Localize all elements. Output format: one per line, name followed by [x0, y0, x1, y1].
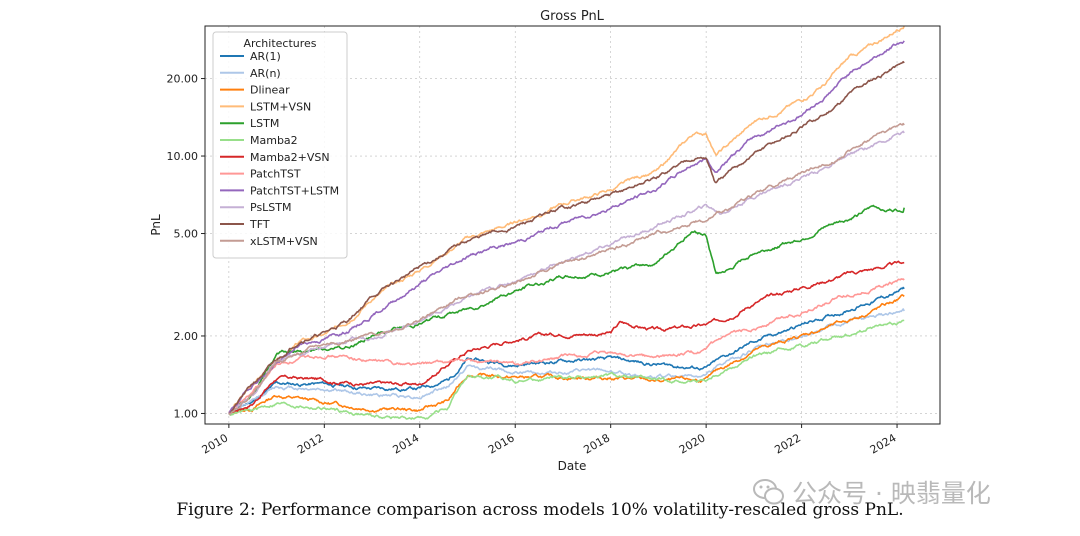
- series-line: [228, 260, 905, 415]
- y-tick-label: 20.00: [167, 73, 199, 86]
- x-tick-label: 2012: [295, 431, 326, 456]
- figure-caption: Figure 2: Performance comparison across …: [176, 500, 904, 520]
- y-axis: 1.00 2.00 5.00 10.00 20.00: [167, 73, 205, 420]
- series-line: [228, 60, 905, 415]
- legend-label: TFT: [249, 218, 270, 231]
- x-tick-label: 2024: [868, 431, 899, 456]
- x-tick-label: 2014: [391, 431, 422, 456]
- legend-label: AR(1): [250, 50, 281, 63]
- legend-label: PatchTST+LSTM: [250, 184, 339, 197]
- x-tick-label: 2018: [581, 431, 612, 456]
- series-lines: [228, 25, 905, 420]
- watermark-text: 公众号 · 映翡量化: [792, 479, 991, 508]
- x-tick-label: 2022: [772, 431, 803, 456]
- y-tick-label: 5.00: [174, 228, 199, 241]
- chart: 2010 2012 2014 2016 2018 2020 2022 2024 1.00 2.0…: [149, 9, 941, 473]
- legend-label: LSTM: [250, 117, 279, 130]
- series-line: [228, 278, 905, 414]
- x-tick-label: 2016: [486, 431, 517, 456]
- legend-label: Mamba2+VSN: [250, 151, 330, 164]
- x-axis-label: Date: [558, 459, 587, 473]
- legend-label: LSTM+VSN: [250, 100, 311, 113]
- x-tick-label: 2020: [677, 431, 708, 456]
- legend-label: PsLSTM: [250, 201, 292, 214]
- legend-label: Mamba2: [250, 134, 298, 147]
- legend-box: [212, 31, 348, 259]
- watermark: 公众号 · 映翡量化: [752, 474, 991, 510]
- x-axis: 2010 2012 2014 2016 2018 2020 2022 2024: [200, 424, 899, 457]
- x-tick-label: 2010: [200, 431, 231, 456]
- y-tick-label: 1.00: [174, 407, 199, 420]
- y-tick-label: 2.00: [174, 330, 199, 343]
- series-line: [228, 308, 905, 415]
- legend-label: AR(n): [250, 67, 281, 80]
- legend: Architectures AR(1) AR(n) Dlinear LSTM+VSN L…: [212, 31, 348, 259]
- series-line: [228, 319, 905, 420]
- legend-label: xLSTM+VSN: [250, 235, 318, 248]
- legend-label: PatchTST: [250, 168, 301, 181]
- series-line: [228, 204, 905, 415]
- legend-items: AR(1) AR(n) Dlinear LSTM+VSN LSTM Mamba2 Mamba…: [220, 50, 339, 248]
- series-line: [228, 40, 905, 414]
- wechat-icon: [753, 479, 784, 505]
- legend-label: Dlinear: [250, 84, 290, 97]
- chart-title: Gross PnL: [540, 9, 605, 24]
- plot-frame: [204, 25, 941, 425]
- series-line: [228, 25, 905, 414]
- y-axis-label: PnL: [149, 214, 163, 236]
- legend-title: Architectures: [243, 37, 316, 50]
- series-line: [228, 122, 905, 416]
- y-tick-label: 10.00: [167, 150, 199, 163]
- series-line: [228, 286, 905, 415]
